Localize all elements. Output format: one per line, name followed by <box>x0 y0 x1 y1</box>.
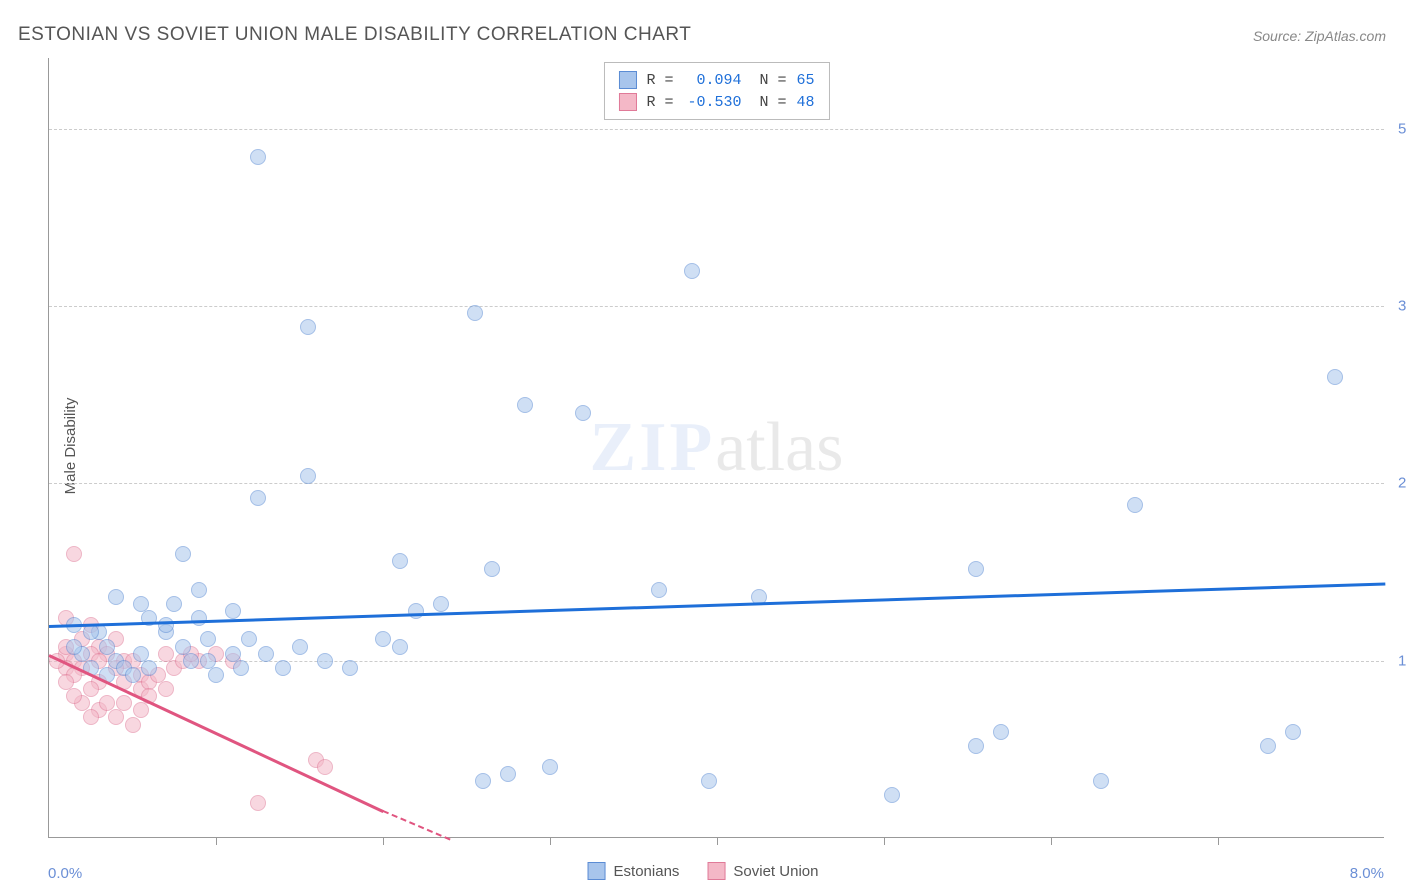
x-axis-max-label: 8.0% <box>1350 865 1384 882</box>
gridline <box>49 306 1384 307</box>
scatter-point-estonian <box>1260 738 1276 754</box>
scatter-point-estonian <box>166 596 182 612</box>
watermark: ZIPatlas <box>590 408 844 488</box>
stats-row: R =0.094N =65 <box>618 69 814 91</box>
scatter-point-estonian <box>250 490 266 506</box>
scatter-point-estonian <box>392 639 408 655</box>
chart-title: ESTONIAN VS SOVIET UNION MALE DISABILITY… <box>18 24 691 46</box>
legend-label: Estonians <box>614 863 680 880</box>
stats-legend: R =0.094N =65R =-0.530N =48 <box>603 62 829 120</box>
trendline-estonian <box>49 583 1385 629</box>
scatter-point-estonian <box>1093 773 1109 789</box>
y-tick-label: 12.5% <box>1390 652 1406 669</box>
y-tick-label: 25.0% <box>1390 475 1406 492</box>
scatter-point-estonian <box>575 405 591 421</box>
scatter-point-soviet <box>133 702 149 718</box>
scatter-point-estonian <box>208 667 224 683</box>
scatter-point-estonian <box>175 546 191 562</box>
x-tick <box>1051 837 1052 845</box>
scatter-point-soviet <box>125 717 141 733</box>
scatter-point-estonian <box>233 660 249 676</box>
scatter-point-estonian <box>968 561 984 577</box>
scatter-point-estonian <box>884 787 900 803</box>
stats-row: R =-0.530N =48 <box>618 91 814 113</box>
legend-swatch <box>707 862 725 880</box>
gridline <box>49 129 1384 130</box>
plot-area: 12.5%25.0%37.5%50.0%ZIPatlasR =0.094N =6… <box>48 58 1384 838</box>
scatter-point-estonian <box>250 149 266 165</box>
scatter-point-soviet <box>66 546 82 562</box>
scatter-point-soviet <box>83 709 99 725</box>
x-axis-min-label: 0.0% <box>48 865 82 882</box>
scatter-point-estonian <box>241 631 257 647</box>
x-tick <box>1218 837 1219 845</box>
legend-swatch <box>618 93 636 111</box>
x-tick <box>550 837 551 845</box>
scatter-point-estonian <box>651 582 667 598</box>
scatter-point-estonian <box>66 639 82 655</box>
y-tick-label: 50.0% <box>1390 120 1406 137</box>
x-tick <box>717 837 718 845</box>
scatter-point-soviet <box>66 688 82 704</box>
x-tick <box>884 837 885 845</box>
scatter-point-estonian <box>200 631 216 647</box>
trendline-soviet-extrapolated <box>383 810 451 840</box>
scatter-point-estonian <box>517 397 533 413</box>
legend-swatch <box>588 862 606 880</box>
scatter-point-soviet <box>83 681 99 697</box>
scatter-point-estonian <box>292 639 308 655</box>
scatter-point-estonian <box>484 561 500 577</box>
scatter-point-estonian <box>108 589 124 605</box>
scatter-point-estonian <box>275 660 291 676</box>
legend-label: Soviet Union <box>733 863 818 880</box>
scatter-point-estonian <box>392 553 408 569</box>
scatter-point-estonian <box>342 660 358 676</box>
scatter-point-estonian <box>125 667 141 683</box>
scatter-point-estonian <box>317 653 333 669</box>
y-tick-label: 37.5% <box>1390 298 1406 315</box>
legend-item: Estonians <box>588 862 680 880</box>
x-tick <box>216 837 217 845</box>
scatter-point-soviet <box>108 709 124 725</box>
scatter-point-soviet <box>99 695 115 711</box>
scatter-point-estonian <box>1285 724 1301 740</box>
scatter-point-estonian <box>300 319 316 335</box>
scatter-point-estonian <box>191 582 207 598</box>
scatter-point-estonian <box>968 738 984 754</box>
scatter-point-estonian <box>467 305 483 321</box>
scatter-point-estonian <box>475 773 491 789</box>
scatter-point-soviet <box>116 695 132 711</box>
scatter-point-estonian <box>701 773 717 789</box>
scatter-point-estonian <box>191 610 207 626</box>
scatter-point-estonian <box>542 759 558 775</box>
scatter-point-estonian <box>258 646 274 662</box>
scatter-point-estonian <box>225 603 241 619</box>
scatter-point-estonian <box>141 660 157 676</box>
scatter-point-estonian <box>1127 497 1143 513</box>
scatter-point-estonian <box>500 766 516 782</box>
scatter-point-estonian <box>1327 369 1343 385</box>
scatter-point-estonian <box>300 468 316 484</box>
legend-swatch <box>618 71 636 89</box>
legend-bottom: Estonians Soviet Union <box>588 862 819 880</box>
legend-item: Soviet Union <box>707 862 818 880</box>
source-label: Source: ZipAtlas.com <box>1253 28 1386 44</box>
scatter-point-estonian <box>183 653 199 669</box>
scatter-point-estonian <box>408 603 424 619</box>
x-tick <box>383 837 384 845</box>
scatter-point-estonian <box>993 724 1009 740</box>
scatter-point-estonian <box>684 263 700 279</box>
scatter-point-estonian <box>433 596 449 612</box>
scatter-point-soviet <box>317 759 333 775</box>
scatter-point-soviet <box>250 795 266 811</box>
scatter-point-estonian <box>375 631 391 647</box>
scatter-point-soviet <box>158 681 174 697</box>
scatter-point-estonian <box>158 617 174 633</box>
gridline <box>49 661 1384 662</box>
gridline <box>49 483 1384 484</box>
